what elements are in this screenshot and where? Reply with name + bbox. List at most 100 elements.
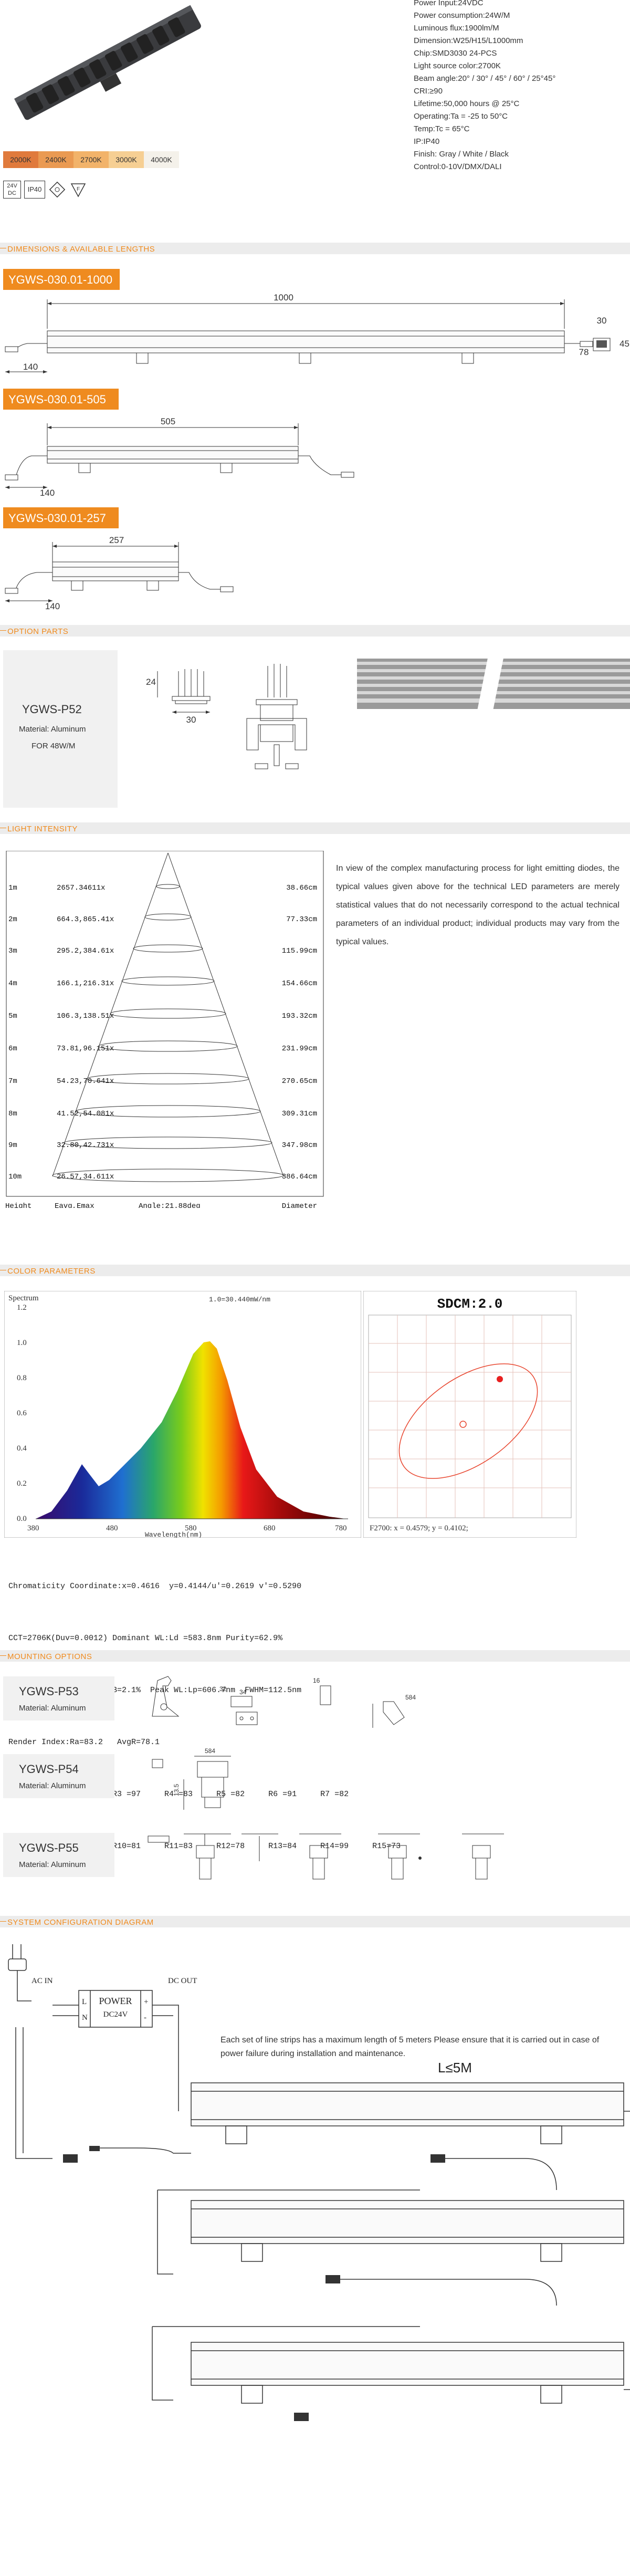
dim-label: 584	[205, 1747, 215, 1755]
system-diagram: AC IN DC OUT POWER DC24V L N + - L≤5M	[0, 1938, 630, 2573]
dim-height: 78	[579, 347, 589, 357]
spec-line: Lifetime:50,000 hours @ 25°C	[414, 99, 520, 108]
warning-triangle-icon: F	[69, 181, 87, 199]
x-tick: 680	[264, 1524, 276, 1532]
row-diameter: 115.99cm	[282, 947, 317, 955]
section-dimensions: DIMENSIONS & AVAILABLE LENGTHS	[0, 243, 630, 254]
row-height: 3m	[8, 947, 17, 955]
dimension-drawing-1000: 1000 140 78 30 45	[0, 292, 630, 381]
dim-label: 584	[405, 1694, 416, 1701]
section-option-parts: OPTION PARTS	[0, 625, 630, 637]
x-tick: 480	[106, 1524, 118, 1532]
model-tag: YGWS-030.01-505	[3, 389, 119, 410]
row-illuminance: 73.81,96.151x	[57, 1045, 114, 1053]
row-diameter: 193.32cm	[282, 1012, 317, 1020]
mount-card: YGWS-P53 Material: Aluminum	[3, 1676, 114, 1720]
row-height: 5m	[8, 1012, 17, 1020]
spec-line: Dimension:W25/H15/L1000mm	[414, 36, 523, 45]
dim-cable: 140	[45, 601, 60, 611]
x-tick: 580	[185, 1524, 197, 1532]
row-illuminance: 54.23,70.641x	[57, 1077, 114, 1086]
spectrum-chart: Spectrum 1.0=30.440mW/nm 1.2 1.0 0.8 0.6…	[4, 1290, 362, 1539]
mount-card: YGWS-P54 Material: Aluminum	[3, 1754, 114, 1798]
row-height: 7m	[8, 1077, 17, 1086]
footer-diameter: Diameter	[282, 1202, 317, 1208]
part-material: Material: Aluminum	[19, 725, 86, 734]
option-part-card: YGWS-P52 Material: Aluminum FOR 48W/M	[3, 650, 118, 808]
section-title: LIGHT INTENSITY	[7, 825, 78, 833]
dimension-drawing-257: 257 140	[0, 533, 262, 611]
dim-cable: 140	[40, 488, 55, 498]
max-length-label: L≤5M	[438, 2060, 472, 2076]
row-diameter: 386.64cm	[282, 1173, 317, 1181]
dc-voltage-icon: 24V DC	[3, 181, 21, 199]
part-name: YGWS-P52	[22, 703, 82, 716]
row-diameter: 347.98cm	[282, 1141, 317, 1150]
mount-drawing-p54: 584 13.5	[147, 1747, 304, 1815]
section-title: SYSTEM CONFIGURATION DIAGRAM	[7, 1918, 154, 1927]
row-height: 4m	[8, 979, 17, 988]
mount-name: YGWS-P54	[19, 1762, 79, 1776]
svg-text:F: F	[77, 186, 80, 192]
mount-material: Material: Aluminum	[19, 1704, 86, 1713]
x-tick: 380	[27, 1524, 39, 1532]
spec-line: Beam angle:20° / 30° / 45° / 60° / 25°45…	[414, 74, 556, 83]
spectrum-peak-note: 1.0=30.440mW/nm	[209, 1296, 270, 1303]
spec-list: Power Input:24VDC Power consumption:24W/…	[414, 0, 555, 173]
color-param-line: CCT=2706K(Duv=0.0012) Dominant WL:Ld =58…	[8, 1634, 283, 1643]
cct-swatch: 2400K	[38, 151, 74, 168]
plus-terminal: +	[144, 1998, 148, 2006]
row-diameter: 38.66cm	[286, 884, 317, 892]
dimension-drawing-505: 505 140	[0, 414, 368, 498]
n-terminal: N	[82, 2014, 88, 2022]
dim-label: 16	[313, 1677, 320, 1684]
footer-height: Height	[5, 1202, 32, 1208]
dim-cable: 140	[23, 362, 38, 372]
dim-width: 30	[597, 316, 607, 326]
power-title: POWER	[99, 1996, 132, 2006]
mount-name: YGWS-P53	[19, 1685, 79, 1698]
row-height: 8m	[8, 1110, 17, 1118]
spec-line: CRI:≥90	[414, 87, 443, 96]
l-terminal: L	[82, 1998, 87, 2006]
spec-line: Operating:Ta = -25 to 50°C	[414, 112, 508, 121]
mount-name: YGWS-P55	[19, 1841, 79, 1854]
row-height: 9m	[8, 1141, 17, 1150]
cct-swatch-row: 2000K 2400K 2700K 3000K 4000K	[3, 151, 179, 168]
row-illuminance: 664.3,865.41x	[57, 915, 114, 924]
row-illuminance: 26.57,34.611x	[57, 1173, 114, 1181]
dim-height: 24	[146, 677, 156, 687]
spec-line: Finish: Gray / White / Black	[414, 150, 509, 159]
y-tick: 1.0	[17, 1339, 27, 1347]
product-image	[0, 0, 205, 142]
mount-card: YGWS-P55 Material: Aluminum	[3, 1833, 114, 1877]
y-tick: 1.2	[17, 1303, 27, 1312]
spec-line: Chip:SMD3030 24-PCS	[414, 49, 497, 58]
footer-illuminance: Eavg,Emax	[55, 1202, 94, 1208]
power-sub: DC24V	[103, 2010, 128, 2019]
color-param-line: Render Index:Ra=83.2 AvgR=78.1	[8, 1738, 160, 1747]
cert-icons: 24V DC IP40 F	[3, 181, 87, 199]
cct-swatch: 2000K	[3, 151, 38, 168]
dim-label: 34	[239, 1688, 247, 1696]
dim-length: 257	[109, 535, 124, 545]
row-diameter: 231.99cm	[282, 1045, 317, 1053]
row-diameter: 270.65cm	[282, 1077, 317, 1086]
dim-width: 30	[186, 715, 196, 725]
row-height: 10m	[8, 1173, 22, 1181]
spectrum-label: Spectrum	[8, 1294, 39, 1302]
spec-line: Temp:Tc = 65°C	[414, 124, 470, 133]
spec-line: Power consumption:24W/M	[414, 11, 510, 20]
color-param-line: Chromaticity Coordinate:x=0.4616 y=0.414…	[8, 1582, 302, 1591]
light-note: In view of the complex manufacturing pro…	[336, 864, 620, 946]
model-tag: YGWS-030.01-1000	[3, 269, 120, 290]
spec-line: IP:IP40	[414, 137, 440, 146]
row-illuminance: 2657.34611x	[57, 884, 105, 892]
mount-material: Material: Aluminum	[19, 1781, 86, 1790]
x-axis-label: Wavelength(nm)	[145, 1531, 202, 1538]
minus-terminal: -	[144, 2014, 146, 2022]
row-diameter: 77.33cm	[286, 915, 317, 924]
section-mounting-options: MOUNTING OPTIONS	[0, 1650, 630, 1662]
section-title: MOUNTING OPTIONS	[7, 1652, 92, 1661]
row-illuminance: 295.2,384.61x	[57, 947, 114, 955]
